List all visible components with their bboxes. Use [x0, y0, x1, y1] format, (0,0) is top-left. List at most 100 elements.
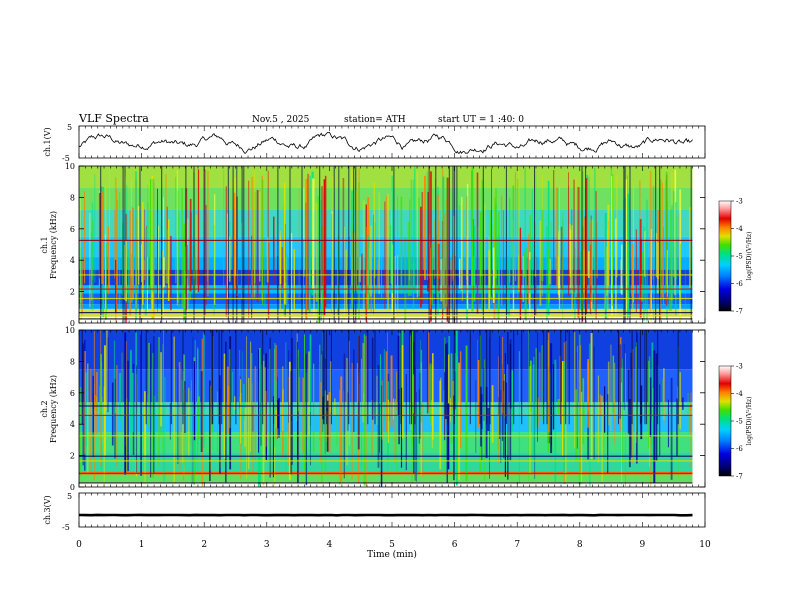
spectrogram-streak: [135, 171, 137, 321]
spectrogram-dropout: [452, 166, 454, 323]
spectrogram-streak: [574, 248, 576, 319]
spectrogram-streak: [450, 397, 451, 422]
spectrogram-streak: [550, 221, 552, 288]
spectrogram-streak: [111, 382, 114, 446]
spectrogram-streak: [278, 398, 280, 438]
spectrogram-streak: [91, 220, 94, 311]
spectrogram-streak: [261, 364, 263, 472]
spectrogram-dropout: [568, 330, 570, 425]
spectrogram-streak: [240, 379, 242, 444]
spectrogram-streak: [234, 396, 236, 410]
spectrogram-streak: [187, 245, 188, 279]
spectrogram-streak: [303, 187, 305, 277]
spectrogram-streak: [150, 178, 152, 289]
spectrogram-dropout: [203, 166, 205, 323]
spectrogram-streak: [153, 395, 156, 461]
spectrogram-line: [79, 460, 705, 462]
ch1-frequency-ticks: 0 2 4 6 8 10: [65, 162, 705, 328]
spectrogram-streak: [352, 229, 354, 310]
spectrogram-streak: [92, 393, 94, 458]
spectrogram-streak: [115, 406, 117, 413]
spectrogram-streak: [410, 179, 412, 296]
frequency-tick-label: 10: [65, 162, 75, 171]
spectrogram-streak: [273, 216, 275, 285]
spectrogram-streak: [575, 389, 578, 462]
spectrogram-streak: [283, 182, 286, 305]
spectrogram-streak: [466, 391, 468, 448]
spectrogram-streak: [228, 349, 231, 428]
spectrogram-streak: [418, 197, 420, 297]
spectrogram-streak: [351, 190, 353, 308]
spectrogram-streak: [396, 255, 399, 313]
time-tick-label: 10: [699, 540, 711, 550]
spectrogram-streak: [84, 351, 86, 455]
spectrogram-streak: [258, 349, 260, 453]
spectrogram-dropout: [301, 166, 303, 323]
spectrogram-band: [79, 452, 705, 472]
spectrogram-streak: [503, 210, 504, 306]
spectrogram-streak: [85, 372, 87, 447]
spectrogram-streak: [340, 376, 343, 482]
spectrogram-streak: [537, 332, 538, 442]
spectrogram-streak: [610, 344, 612, 431]
spectrogram-streak: [461, 196, 463, 291]
spectrogram-streak: [661, 189, 663, 298]
spectrogram-streak: [132, 372, 134, 433]
ch1-spectrogram-image: [79, 166, 705, 323]
spectrogram-streak: [549, 259, 551, 285]
spectrogram-streak: [181, 188, 183, 308]
spectrogram-streak: [588, 176, 590, 290]
spectrogram-streak: [416, 404, 419, 475]
spectrogram-streak: [484, 204, 486, 315]
spectrogram-streak: [551, 406, 552, 446]
spectrogram-streak: [274, 349, 276, 485]
spectrogram-dropout: [227, 166, 229, 323]
ch3-ylabel: ch.3(V): [43, 495, 52, 524]
spectrogram-streak: [261, 175, 263, 301]
colorbar-tick-label: -3: [736, 198, 743, 206]
spectrogram-streak: [385, 195, 387, 298]
spectrogram-streak: [82, 343, 84, 466]
spectrogram-streak: [607, 394, 609, 474]
spectrogram-streak: [251, 176, 254, 298]
spectrogram-streak: [331, 214, 333, 314]
spectrogram-dropout: [453, 330, 455, 425]
spectrogram-streak: [585, 178, 588, 315]
spectrogram-streak: [389, 225, 392, 284]
spectrogram-streak: [164, 377, 166, 482]
spectrogram-streak: [313, 179, 315, 322]
spectrogram-streak: [358, 168, 360, 282]
spectrogram-streak: [416, 171, 418, 298]
spectrogram-streak: [671, 173, 673, 301]
ch3-waveform-frame: [78, 492, 706, 528]
spectrogram-streak: [571, 225, 573, 316]
frequency-tick-label: 4: [70, 420, 75, 429]
spectrogram-streak: [621, 244, 623, 295]
colorbar-tick-label: -4: [736, 390, 743, 398]
start-ut-label: start UT = 1 :40: 0: [438, 115, 524, 125]
spectrogram-streak: [608, 220, 610, 285]
spectrogram-streak: [383, 349, 385, 422]
spectrogram-streak: [277, 376, 278, 439]
spectrogram-streak: [290, 233, 293, 316]
spectrogram-streak: [529, 360, 532, 412]
spectrogram-streak: [501, 195, 503, 306]
spectrogram-streak: [411, 331, 413, 441]
spectrogram-dropout: [505, 166, 507, 323]
spectrogram-streak: [322, 396, 325, 420]
spectrogram-streak: [655, 233, 658, 278]
ch1-spec-ylabel-1: ch.1: [40, 236, 49, 253]
spectrogram-streak: [562, 212, 564, 319]
spectrogram-streak: [197, 169, 200, 292]
spectrogram-streak: [109, 167, 111, 289]
spectrogram-streak: [680, 244, 682, 304]
spectrogram-streak: [427, 192, 429, 292]
spectrogram-streak: [242, 404, 244, 444]
spectrogram-streak: [563, 361, 565, 474]
spectrogram-streak: [396, 371, 398, 411]
spectrogram-streak: [160, 352, 162, 427]
spectrogram-streak: [528, 234, 530, 304]
time-tick-label: 9: [640, 540, 646, 550]
spectrogram-streak: [158, 337, 160, 466]
frequency-tick-label: 0: [70, 483, 75, 492]
